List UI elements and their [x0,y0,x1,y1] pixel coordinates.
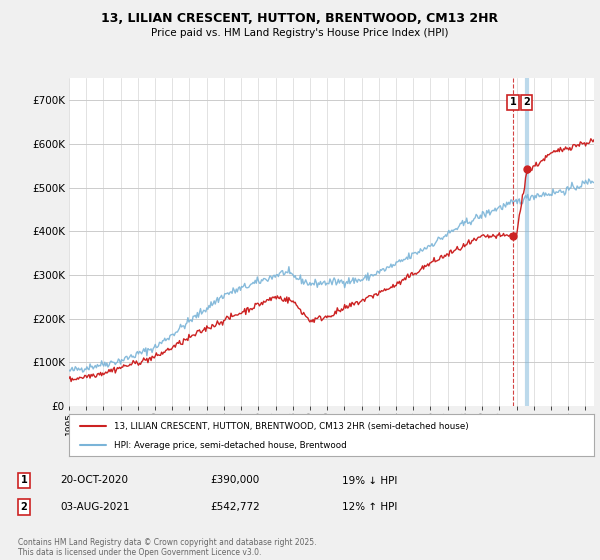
Text: Price paid vs. HM Land Registry's House Price Index (HPI): Price paid vs. HM Land Registry's House … [151,28,449,38]
Text: 03-AUG-2021: 03-AUG-2021 [60,502,130,512]
Text: 20-OCT-2020: 20-OCT-2020 [60,475,128,486]
Text: 1: 1 [510,97,517,108]
Text: 13, LILIAN CRESCENT, HUTTON, BRENTWOOD, CM13 2HR: 13, LILIAN CRESCENT, HUTTON, BRENTWOOD, … [101,12,499,25]
Text: 13, LILIAN CRESCENT, HUTTON, BRENTWOOD, CM13 2HR (semi-detached house): 13, LILIAN CRESCENT, HUTTON, BRENTWOOD, … [113,422,469,431]
Text: 1: 1 [20,475,28,486]
Text: £390,000: £390,000 [210,475,259,486]
Text: 2: 2 [523,97,530,108]
Text: £542,772: £542,772 [210,502,260,512]
Text: HPI: Average price, semi-detached house, Brentwood: HPI: Average price, semi-detached house,… [113,441,346,450]
Text: Contains HM Land Registry data © Crown copyright and database right 2025.
This d: Contains HM Land Registry data © Crown c… [18,538,317,557]
Text: 2: 2 [20,502,28,512]
Text: 19% ↓ HPI: 19% ↓ HPI [342,475,397,486]
Text: 12% ↑ HPI: 12% ↑ HPI [342,502,397,512]
